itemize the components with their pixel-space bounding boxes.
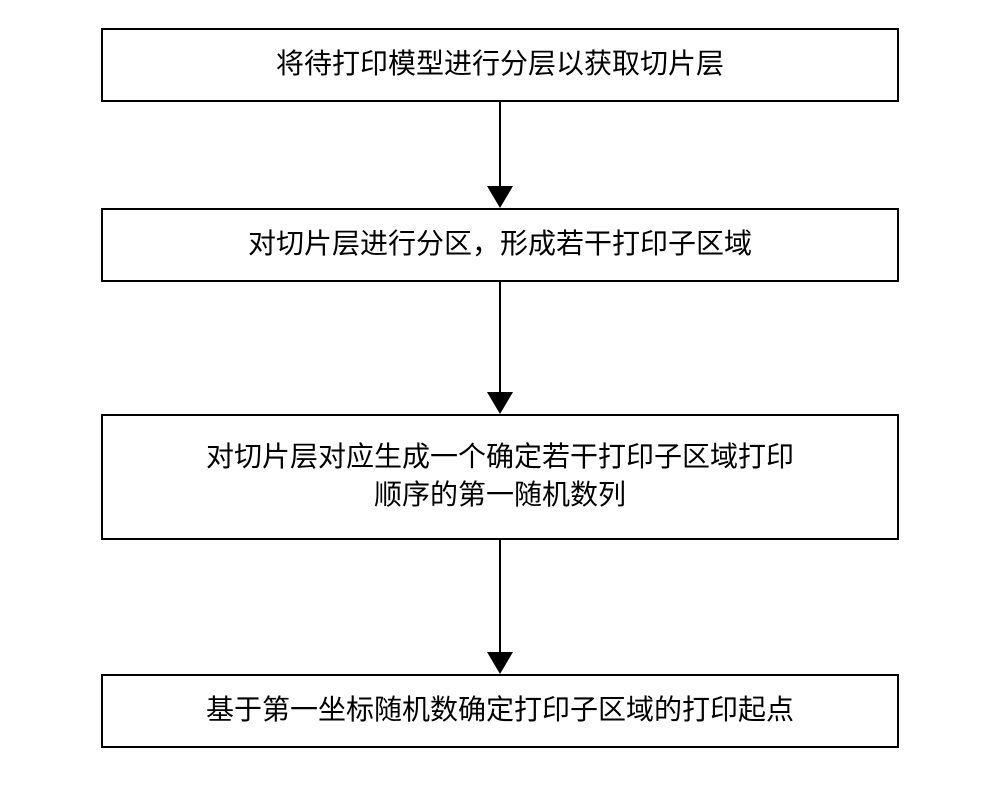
flowchart-node: 对切片层对应生成一个确定若干打印子区域打印 顺序的第一随机数列: [101, 414, 899, 540]
flowchart-node: 将待打印模型进行分层以获取切片层: [101, 28, 899, 102]
arrow-head-icon: [487, 186, 513, 208]
flowchart-node: 基于第一坐标随机数确定打印子区域的打印起点: [101, 674, 899, 748]
arrow-head-icon: [487, 392, 513, 414]
flowchart-node-label: 对切片层进行分区，形成若干打印子区域: [248, 226, 752, 264]
flowchart-node: 对切片层进行分区，形成若干打印子区域: [101, 208, 899, 282]
flowchart-node-label: 将待打印模型进行分层以获取切片层: [276, 46, 724, 84]
flowchart-node-label: 基于第一坐标随机数确定打印子区域的打印起点: [206, 692, 794, 730]
flowchart-arrow: [487, 540, 513, 674]
flowchart-arrow: [487, 102, 513, 208]
flowchart-node-label: 对切片层对应生成一个确定若干打印子区域打印 顺序的第一随机数列: [206, 439, 794, 515]
arrow-shaft: [499, 102, 502, 186]
arrow-shaft: [499, 282, 502, 392]
arrow-shaft: [499, 540, 502, 652]
flowchart-arrow: [487, 282, 513, 414]
flowchart-container: 将待打印模型进行分层以获取切片层对切片层进行分区，形成若干打印子区域对切片层对应…: [0, 0, 1000, 812]
arrow-head-icon: [487, 652, 513, 674]
